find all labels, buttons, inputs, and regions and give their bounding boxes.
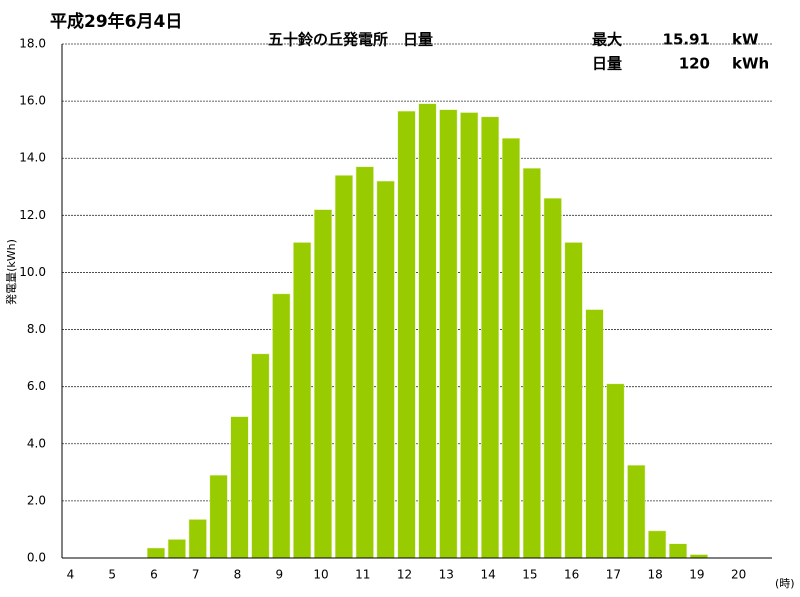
y-tick-label: 10.0 xyxy=(19,265,46,279)
bar xyxy=(522,167,541,559)
x-tick-label: 9 xyxy=(275,568,283,582)
bar xyxy=(439,109,458,559)
bar xyxy=(543,197,562,559)
x-tick-label: 10 xyxy=(313,568,328,582)
bar xyxy=(188,519,207,559)
bar xyxy=(230,416,249,559)
y-tick-label: 12.0 xyxy=(19,208,46,222)
bar xyxy=(376,180,395,559)
chart-title: 平成29年6月4日 xyxy=(50,11,182,32)
max-label: 最大 xyxy=(592,31,622,49)
y-tick-label: 18.0 xyxy=(19,37,46,51)
bar xyxy=(272,293,291,559)
bar xyxy=(167,539,186,559)
bar xyxy=(314,209,333,559)
y-tick-label: 16.0 xyxy=(19,94,46,108)
bar xyxy=(606,383,625,559)
bar xyxy=(355,166,374,559)
bar xyxy=(481,116,500,559)
total-value: 120 xyxy=(679,55,710,73)
x-tick-label: 20 xyxy=(731,568,746,582)
x-axis-unit: (時) xyxy=(775,577,795,590)
y-axis-label: 発電量(kWh) xyxy=(4,239,18,305)
y-tick-label: 0.0 xyxy=(27,551,46,565)
x-tick-label: 11 xyxy=(355,568,370,582)
x-tick-label: 15 xyxy=(522,568,537,582)
y-tick-label: 14.0 xyxy=(19,151,46,165)
y-tick-label: 2.0 xyxy=(27,493,46,507)
bar xyxy=(293,242,312,559)
bar xyxy=(146,547,165,559)
max-value: 15.91 xyxy=(663,31,710,49)
y-tick-label: 6.0 xyxy=(27,379,46,393)
bar xyxy=(460,112,479,559)
max-unit: kW xyxy=(732,31,759,49)
bar xyxy=(501,137,520,559)
x-tick-label: 5 xyxy=(108,568,116,582)
x-tick-label: 13 xyxy=(439,568,454,582)
x-tick-label: 12 xyxy=(397,568,412,582)
x-tick-label: 17 xyxy=(606,568,621,582)
bar xyxy=(397,110,416,559)
x-tick-label: 16 xyxy=(564,568,579,582)
bar xyxy=(564,242,583,559)
bar xyxy=(627,464,646,559)
total-unit: kWh xyxy=(732,55,769,73)
bar xyxy=(669,543,688,559)
bar xyxy=(648,530,667,559)
bar xyxy=(251,353,270,559)
y-tick-label: 8.0 xyxy=(27,322,46,336)
bar xyxy=(418,103,437,559)
x-tick-label: 14 xyxy=(480,568,495,582)
total-label: 日量 xyxy=(592,55,622,73)
bar xyxy=(585,309,604,559)
x-tick-label: 4 xyxy=(67,568,75,582)
bar xyxy=(209,474,228,559)
x-tick-label: 7 xyxy=(192,568,200,582)
bar xyxy=(689,554,708,559)
x-tick-label: 8 xyxy=(234,568,242,582)
x-tick-label: 19 xyxy=(689,568,704,582)
chart-subtitle: 五十鈴の丘発電所 日量 xyxy=(268,31,433,49)
x-tick-label: 6 xyxy=(150,568,158,582)
y-tick-label: 4.0 xyxy=(27,436,46,450)
bar xyxy=(334,175,353,559)
x-tick-label: 18 xyxy=(648,568,663,582)
